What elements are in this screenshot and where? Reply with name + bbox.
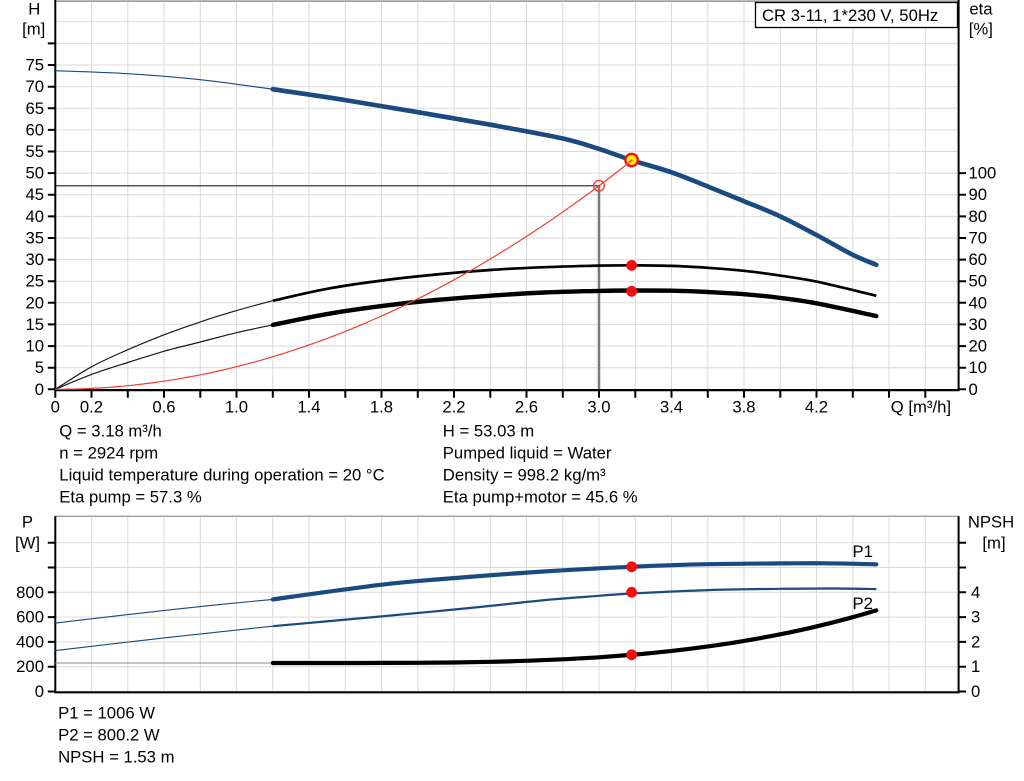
svg-text:NPSH: NPSH bbox=[968, 513, 1014, 532]
svg-text:P: P bbox=[22, 513, 33, 532]
svg-text:Liquid temperature during oper: Liquid temperature during operation = 20… bbox=[59, 465, 384, 484]
svg-text:H: H bbox=[28, 0, 40, 19]
svg-text:CR 3-11, 1*230 V, 50Hz: CR 3-11, 1*230 V, 50Hz bbox=[762, 6, 938, 25]
svg-text:3: 3 bbox=[971, 608, 980, 627]
svg-text:70: 70 bbox=[25, 77, 44, 96]
svg-text:40: 40 bbox=[25, 207, 44, 226]
svg-text:1.0: 1.0 bbox=[225, 398, 248, 417]
svg-text:Density = 998.2 kg/m³: Density = 998.2 kg/m³ bbox=[443, 465, 606, 484]
svg-text:70: 70 bbox=[969, 229, 988, 248]
svg-text:[m]: [m] bbox=[982, 534, 1005, 553]
svg-text:4: 4 bbox=[971, 583, 980, 602]
svg-text:20: 20 bbox=[25, 293, 44, 312]
svg-text:0: 0 bbox=[35, 682, 44, 701]
svg-text:[%]: [%] bbox=[969, 20, 993, 39]
svg-text:90: 90 bbox=[969, 185, 988, 204]
svg-text:100: 100 bbox=[969, 164, 997, 183]
svg-text:45: 45 bbox=[25, 185, 44, 204]
svg-text:55: 55 bbox=[25, 142, 44, 161]
svg-text:5: 5 bbox=[35, 358, 44, 377]
svg-text:75: 75 bbox=[25, 56, 44, 75]
svg-text:P2 = 800.2 W: P2 = 800.2 W bbox=[58, 725, 160, 744]
svg-text:400: 400 bbox=[16, 632, 44, 651]
svg-text:Pumped liquid = Water: Pumped liquid = Water bbox=[443, 443, 612, 462]
svg-text:2: 2 bbox=[971, 632, 980, 651]
svg-text:3.4: 3.4 bbox=[660, 398, 683, 417]
svg-text:Eta pump+motor = 45.6 %: Eta pump+motor = 45.6 % bbox=[443, 487, 638, 506]
svg-text:1.4: 1.4 bbox=[297, 398, 320, 417]
svg-text:60: 60 bbox=[25, 120, 44, 139]
svg-text:0.2: 0.2 bbox=[80, 398, 103, 417]
svg-text:3.8: 3.8 bbox=[732, 398, 755, 417]
svg-text:2.6: 2.6 bbox=[515, 398, 538, 417]
svg-text:1: 1 bbox=[971, 657, 980, 676]
svg-text:15: 15 bbox=[25, 315, 44, 334]
svg-text:0: 0 bbox=[35, 380, 44, 399]
svg-text:0: 0 bbox=[51, 398, 60, 417]
svg-text:0.6: 0.6 bbox=[152, 398, 175, 417]
svg-text:P1 = 1006 W: P1 = 1006 W bbox=[58, 703, 155, 722]
svg-text:10: 10 bbox=[25, 337, 44, 356]
svg-text:P2: P2 bbox=[853, 594, 873, 613]
svg-text:200: 200 bbox=[16, 657, 44, 676]
svg-text:P1: P1 bbox=[853, 542, 873, 561]
svg-text:[m]: [m] bbox=[22, 20, 45, 39]
svg-text:20: 20 bbox=[969, 337, 988, 356]
svg-text:2.2: 2.2 bbox=[442, 398, 465, 417]
svg-text:0: 0 bbox=[971, 682, 980, 701]
svg-text:Eta pump = 57.3 %: Eta pump = 57.3 % bbox=[59, 487, 202, 506]
svg-text:1.8: 1.8 bbox=[370, 398, 393, 417]
svg-text:40: 40 bbox=[969, 293, 988, 312]
svg-text:4.2: 4.2 bbox=[805, 398, 828, 417]
svg-text:65: 65 bbox=[25, 99, 44, 118]
svg-text:[W]: [W] bbox=[15, 534, 40, 553]
svg-text:50: 50 bbox=[25, 164, 44, 183]
svg-text:NPSH = 1.53 m: NPSH = 1.53 m bbox=[58, 747, 174, 766]
svg-text:3.0: 3.0 bbox=[587, 398, 610, 417]
svg-text:25: 25 bbox=[25, 272, 44, 291]
svg-text:50: 50 bbox=[969, 272, 988, 291]
svg-text:H = 53.03 m: H = 53.03 m bbox=[443, 421, 534, 440]
svg-text:800: 800 bbox=[16, 583, 44, 602]
svg-text:80: 80 bbox=[969, 207, 988, 226]
svg-text:Q [m³/h]: Q [m³/h] bbox=[891, 398, 951, 417]
svg-text:35: 35 bbox=[25, 229, 44, 248]
svg-text:0: 0 bbox=[969, 380, 978, 399]
svg-text:600: 600 bbox=[16, 608, 44, 627]
svg-text:n = 2924 rpm: n = 2924 rpm bbox=[59, 443, 158, 462]
svg-text:30: 30 bbox=[969, 315, 988, 334]
svg-text:10: 10 bbox=[969, 358, 988, 377]
svg-text:30: 30 bbox=[25, 250, 44, 269]
svg-text:60: 60 bbox=[969, 250, 988, 269]
svg-text:Q = 3.18 m³/h: Q = 3.18 m³/h bbox=[59, 421, 162, 440]
svg-text:eta: eta bbox=[969, 0, 993, 19]
